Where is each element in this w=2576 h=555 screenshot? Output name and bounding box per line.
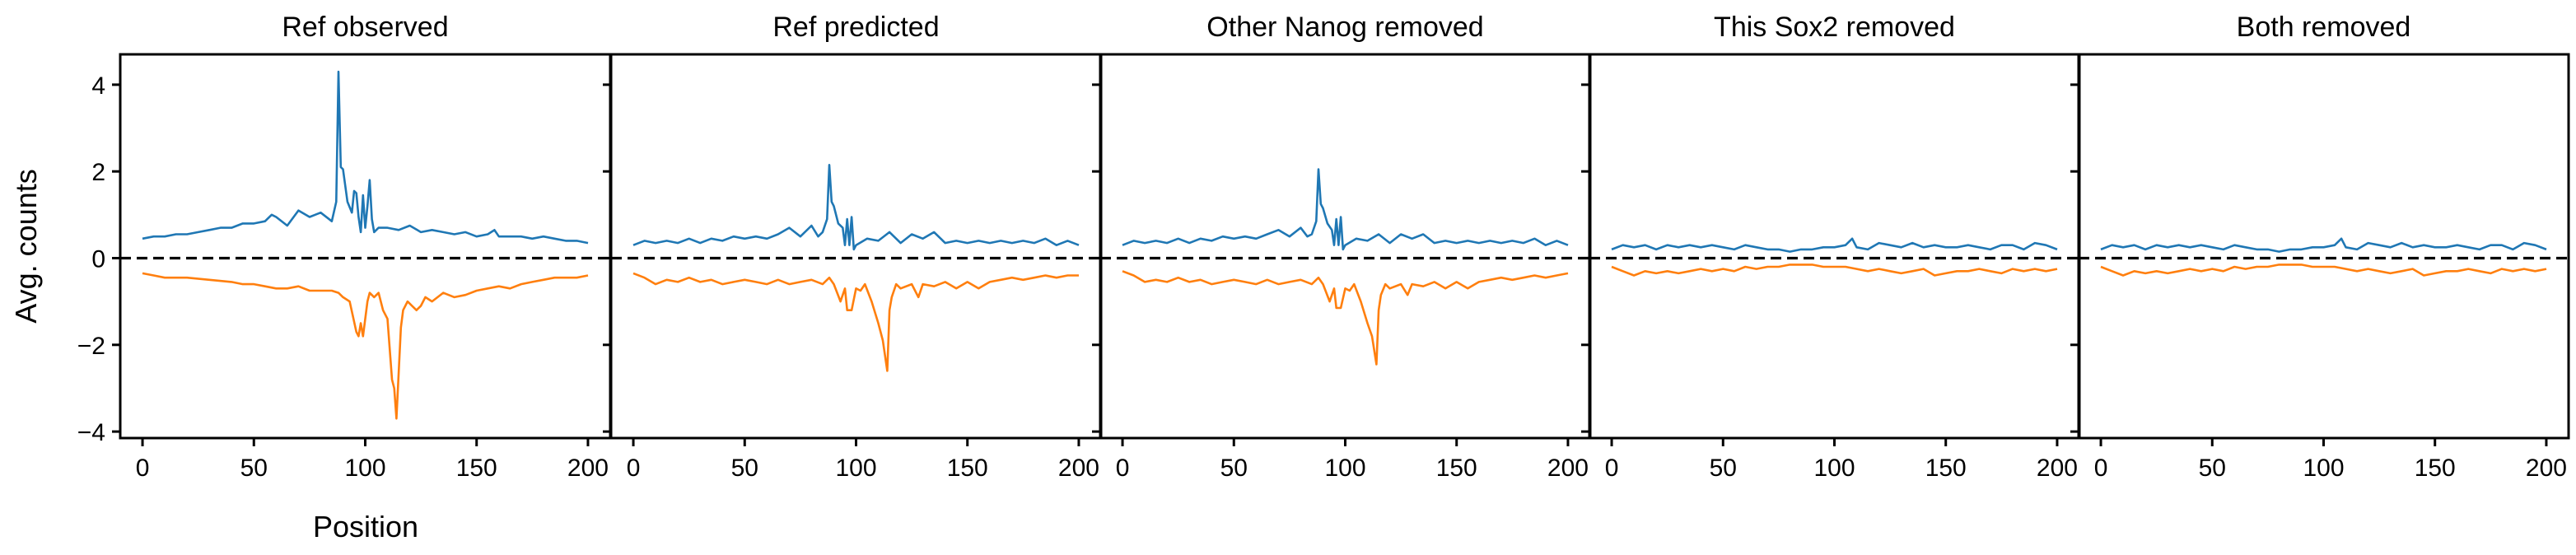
panel-4: This Sox2 removed 0 50 100 150 200 (1581, 12, 2081, 482)
x-tick-label: 50 (731, 455, 758, 482)
series-line-negative (142, 272, 589, 420)
x-tick-label: 0 (1116, 455, 1130, 482)
x-tick-label: 100 (2303, 455, 2344, 482)
panel-title: Other Nanog removed (1206, 12, 1483, 43)
x-axis-label: Position (313, 510, 418, 543)
panel-title: Ref observed (282, 12, 448, 43)
x-tick-label: 150 (947, 455, 988, 482)
x-tick-label: 200 (1058, 455, 1099, 482)
x-tick-label: 50 (1710, 455, 1737, 482)
x-tick-label: 150 (456, 455, 497, 482)
x-tick-label: 200 (2526, 455, 2567, 482)
x-tick-label: 0 (2094, 455, 2108, 482)
panel-2: Ref predicted 0 50 100 150 200 (603, 12, 1103, 482)
y-tick-label: 0 (91, 245, 105, 273)
series-line-negative (2100, 264, 2547, 277)
y-tick-label: −4 (77, 419, 105, 446)
x-tick-label: 0 (627, 455, 641, 482)
series-line-negative (632, 272, 1079, 372)
series-line-positive (142, 70, 589, 245)
x-tick-label: 0 (1605, 455, 1619, 482)
series-line-negative (1122, 270, 1569, 366)
series-line-negative (1611, 264, 2058, 277)
series-line-positive (1122, 168, 1569, 251)
panel-frame (119, 53, 612, 440)
panel-title: Ref predicted (772, 12, 939, 43)
x-tick-label: 200 (1547, 455, 1589, 482)
x-tick-label: 200 (567, 455, 609, 482)
y-axis-label: Avg. counts (9, 169, 43, 323)
y-tick-label: −2 (77, 333, 105, 360)
x-tick-label: 100 (1813, 455, 1855, 482)
panel-title: This Sox2 removed (1714, 12, 1955, 43)
panel-5: Both removed 0 50 100 150 200 (2070, 12, 2570, 482)
x-tick-label: 50 (2199, 455, 2226, 482)
y-tick-label: 2 (91, 159, 105, 186)
x-tick-label: 150 (1436, 455, 1477, 482)
x-tick-label: 100 (344, 455, 385, 482)
x-tick-label: 150 (2415, 455, 2456, 482)
y-tick-label: 4 (91, 72, 105, 100)
x-tick-label: 50 (240, 455, 268, 482)
series-line-positive (632, 164, 1080, 251)
panel-3: Other Nanog removed 0 50 100 150 200 (1092, 12, 1592, 482)
series-line-positive (2100, 237, 2547, 253)
x-tick-label: 0 (136, 455, 150, 482)
panel-1: Ref observed −4 −2 0 2 4 0 50 100 150 200 (77, 12, 612, 482)
x-tick-label: 150 (1925, 455, 1967, 482)
x-tick-label: 100 (835, 455, 876, 482)
x-tick-label: 200 (2037, 455, 2078, 482)
panel-title: Both removed (2237, 12, 2411, 43)
series-line-positive (1611, 237, 2058, 253)
x-tick-label: 100 (1324, 455, 1365, 482)
x-tick-label: 50 (1220, 455, 1248, 482)
